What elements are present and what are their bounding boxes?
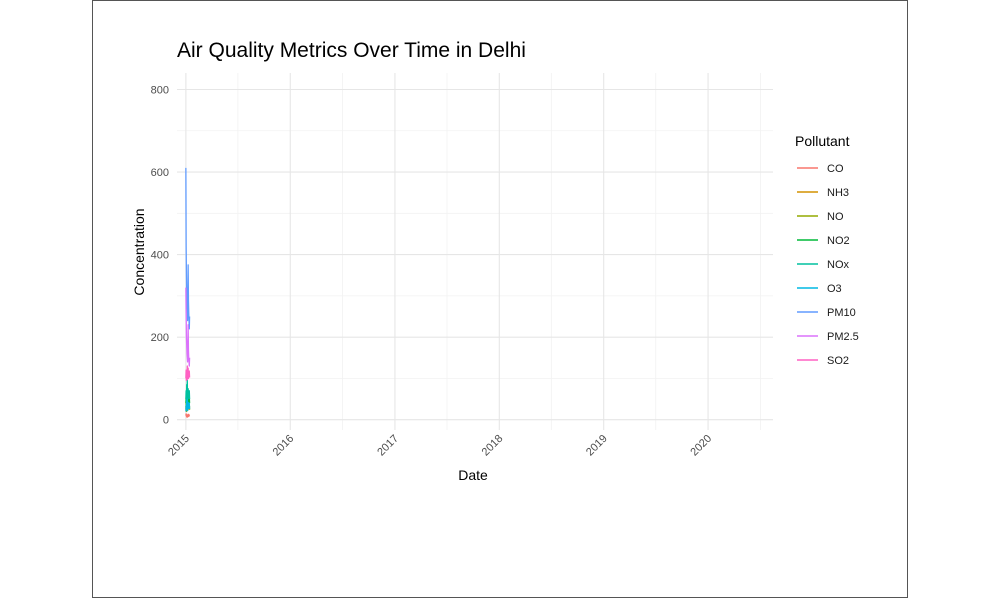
y-tick-label: 0 [163,415,169,427]
y-axis-title: Concentration [131,208,147,295]
legend-label-pm2-5: PM2.5 [827,331,859,343]
legend-label-no: NO [827,211,844,223]
legend-label-nox: NOx [827,259,850,271]
x-tick-label: 2020 [688,433,714,459]
y-tick-label: 600 [151,167,169,179]
legend-label-so2: SO2 [827,355,849,367]
x-tick-label: 2016 [271,433,297,459]
grid-layer [177,73,773,430]
legend-label-no2: NO2 [827,235,850,247]
legend-label-pm10: PM10 [827,307,856,319]
legend-label-nh3: NH3 [827,187,849,199]
series-line-so2 [185,365,191,382]
chart-frame: 2015 2016 2017 2018 2019 2020 0 200 400 600 800 Ai… [92,0,908,598]
y-tick-label: 800 [151,85,169,97]
legend-label-co: CO [827,163,844,175]
x-tick-label: 2018 [480,433,506,459]
series-line-co [185,413,191,418]
series-line-pm10 [185,167,191,330]
chart-title: Air Quality Metrics Over Time in Delhi [177,39,526,62]
legend-label-o3: O3 [827,283,842,295]
y-tick-label: 400 [151,250,169,262]
x-axis-title: Date [458,467,488,483]
series-line-nox [185,379,191,402]
legend: Pollutant CO NH3 NO NO2 NOx O3 PM10 PM2.5 SO2 [795,133,859,367]
x-tick-label: 2019 [584,433,610,459]
axis-layer: 2015 2016 2017 2018 2019 2020 0 200 400 600 800 [151,85,715,459]
chart-canvas: 2015 2016 2017 2018 2019 2020 0 200 400 600 800 Ai… [131,39,859,483]
legend-title: Pollutant [795,133,850,149]
y-tick-label: 200 [151,332,169,344]
x-tick-label: 2015 [166,433,192,459]
series-line-o3 [185,398,191,412]
series-layer [185,167,191,418]
x-tick-label: 2017 [375,433,401,459]
series-line-pm2-5 [185,287,191,367]
